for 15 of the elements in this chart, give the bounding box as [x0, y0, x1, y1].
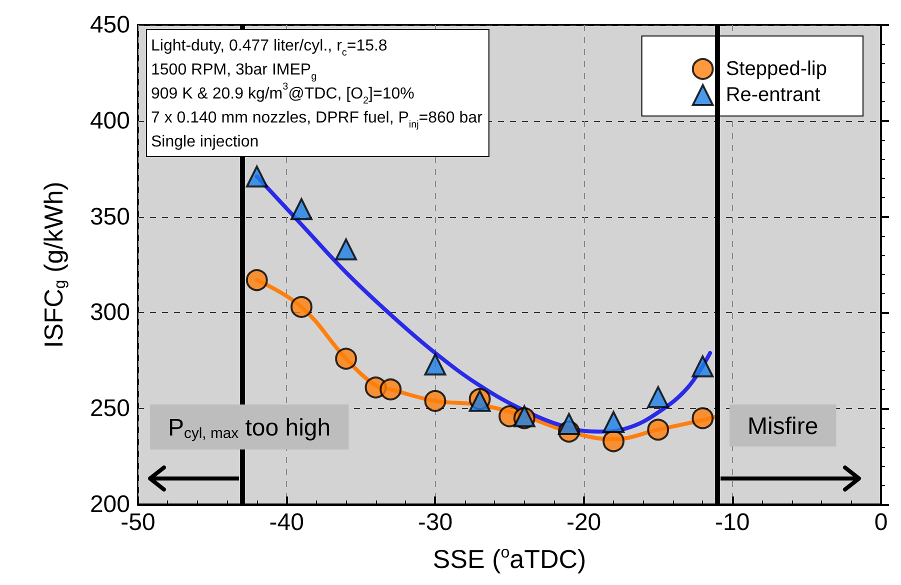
x-tick-label: -10 — [715, 509, 750, 536]
y-axis-title: ISFCg (g/kWh) — [38, 182, 69, 348]
x-tick-label: -40 — [269, 509, 304, 536]
y-tick-label: 300 — [90, 299, 130, 326]
y-tick-label: 400 — [90, 107, 130, 134]
ref-line-label: Misfire — [748, 413, 818, 440]
legend-label: Re-entrant — [726, 84, 821, 106]
y-tick-label: 250 — [90, 395, 130, 422]
x-tick-label: -20 — [566, 509, 602, 536]
annotation: Single injection — [151, 134, 259, 150]
y-tick-label: 450 — [90, 12, 130, 38]
x-tick-label: 0 — [874, 509, 888, 536]
y-tick-label: 350 — [90, 203, 130, 230]
x-tick-label: -30 — [418, 509, 453, 536]
legend-label: Stepped-lip — [726, 58, 828, 80]
